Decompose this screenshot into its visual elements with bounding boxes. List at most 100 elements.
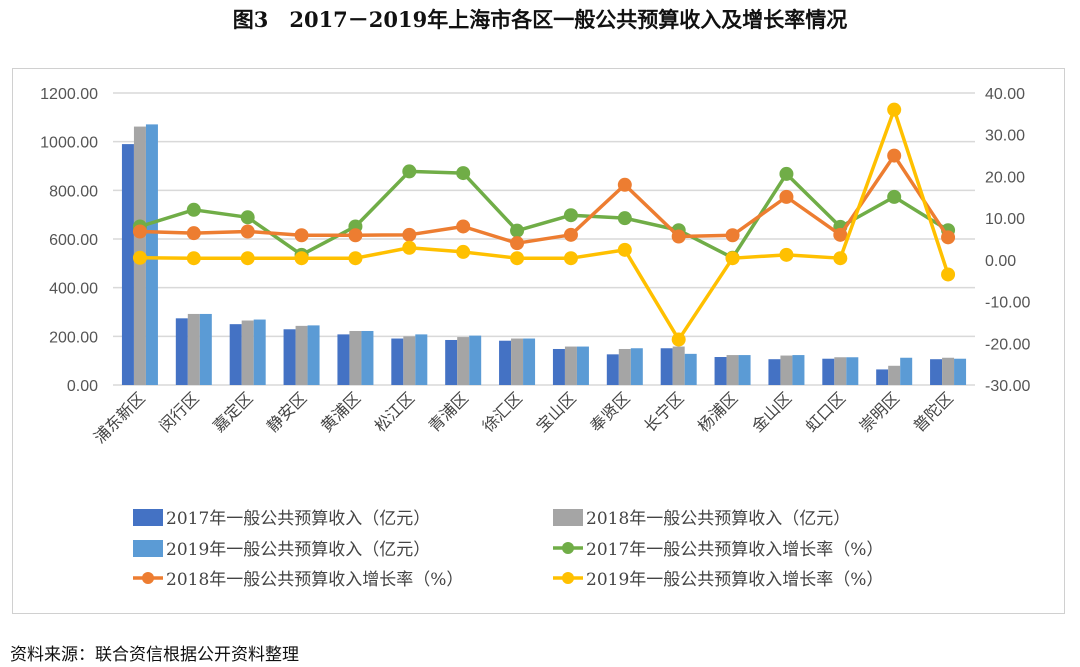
bar-2017 bbox=[229, 324, 242, 385]
point-2017 bbox=[510, 223, 525, 238]
legend-swatch bbox=[133, 509, 163, 526]
source-note: 资料来源：联合资信根据公开资料整理 bbox=[10, 645, 299, 665]
chart-frame bbox=[12, 68, 1065, 614]
left-axis-tick: 800.00 bbox=[49, 183, 98, 200]
bar-2019 bbox=[145, 124, 158, 385]
category-label: 杨浦区 bbox=[694, 388, 741, 435]
point-2019 bbox=[240, 251, 255, 266]
bar-2018 bbox=[349, 330, 362, 385]
line-2019 bbox=[139, 107, 950, 342]
point-2018 bbox=[563, 227, 578, 242]
legend-label: 2017年一般公共预算收入（亿元） bbox=[166, 509, 430, 529]
bar-2018 bbox=[403, 336, 416, 385]
point-2018 bbox=[887, 148, 902, 163]
point-2018 bbox=[132, 224, 147, 239]
point-2017 bbox=[456, 166, 471, 181]
point-2017 bbox=[240, 210, 255, 225]
category-label: 青浦区 bbox=[425, 388, 472, 435]
bar-2018 bbox=[564, 346, 577, 385]
bar-2019 bbox=[630, 348, 643, 385]
point-2018 bbox=[779, 189, 794, 204]
legend-label: 2018年一般公共预算收入（亿元） bbox=[586, 509, 850, 529]
right-axis-tick: -10.00 bbox=[985, 295, 1030, 312]
legend-label: 2019年一般公共预算收入（亿元） bbox=[166, 540, 430, 560]
line-2018 bbox=[139, 153, 950, 245]
chart-title: 图3 2017－2019年上海市各区一般公共预算收入及增长率情况 bbox=[232, 7, 848, 32]
bar-2019 bbox=[954, 358, 967, 385]
legend-label: 2018年一般公共预算收入增长率（%） bbox=[166, 570, 463, 590]
bar-2019 bbox=[307, 325, 320, 385]
point-2018 bbox=[833, 227, 848, 242]
point-2019 bbox=[456, 244, 471, 259]
point-2017 bbox=[186, 202, 201, 217]
point-2018 bbox=[725, 228, 740, 243]
bar-2017 bbox=[660, 348, 673, 385]
bar-2019 bbox=[361, 330, 374, 385]
point-2017 bbox=[402, 164, 417, 179]
point-2019 bbox=[132, 250, 147, 265]
legend-label: 2017年一般公共预算收入增长率（%） bbox=[586, 540, 883, 560]
category-label: 普陀区 bbox=[910, 388, 957, 435]
bar-2019 bbox=[900, 357, 913, 385]
bar-2017 bbox=[445, 339, 458, 385]
bar-2019 bbox=[199, 313, 212, 385]
point-2017 bbox=[617, 211, 632, 226]
category-label: 长宁区 bbox=[640, 388, 687, 435]
category-label: 徐汇区 bbox=[479, 388, 526, 435]
category-label: 松江区 bbox=[371, 388, 418, 435]
point-2018 bbox=[294, 228, 309, 243]
right-axis-tick: 0.00 bbox=[985, 253, 1016, 270]
bar-2017 bbox=[876, 369, 889, 385]
right-axis-tick: -30.00 bbox=[985, 378, 1030, 395]
point-2017 bbox=[563, 208, 578, 223]
bar-2018 bbox=[618, 348, 631, 385]
point-2019 bbox=[833, 251, 848, 266]
category-label: 嘉定区 bbox=[209, 388, 256, 435]
point-2019 bbox=[510, 251, 525, 266]
point-2019 bbox=[725, 251, 740, 266]
point-2018 bbox=[402, 227, 417, 242]
right-axis-tick: 20.00 bbox=[985, 169, 1025, 186]
bar-2017 bbox=[714, 357, 727, 385]
right-axis-tick: 30.00 bbox=[985, 128, 1025, 145]
point-2017 bbox=[887, 189, 902, 204]
legend-marker bbox=[142, 572, 154, 584]
bar-2019 bbox=[253, 319, 266, 385]
bar-2019 bbox=[469, 335, 482, 385]
category-label: 虹口区 bbox=[802, 388, 849, 435]
legend-marker bbox=[562, 572, 574, 584]
bar-2018 bbox=[888, 365, 901, 385]
left-axis-tick: 1000.00 bbox=[40, 135, 98, 152]
point-2018 bbox=[617, 177, 632, 192]
point-2019 bbox=[617, 242, 632, 257]
bar-2019 bbox=[792, 355, 805, 385]
bar-2018 bbox=[457, 337, 470, 385]
category-label: 闵行区 bbox=[155, 388, 202, 435]
bar-2018 bbox=[726, 355, 739, 385]
point-2019 bbox=[294, 251, 309, 266]
bar-2019 bbox=[415, 334, 428, 385]
category-label: 宝山区 bbox=[532, 388, 579, 435]
bar-2019 bbox=[523, 338, 536, 385]
bar-2019 bbox=[846, 357, 859, 385]
left-axis-tick: 400.00 bbox=[49, 281, 98, 298]
point-2019 bbox=[779, 247, 794, 262]
bar-2018 bbox=[780, 355, 793, 385]
point-2018 bbox=[510, 236, 525, 251]
category-label: 浦东新区 bbox=[90, 388, 149, 447]
right-axis-tick: 10.00 bbox=[985, 211, 1025, 228]
bar-2017 bbox=[606, 354, 619, 385]
left-axis-tick: 200.00 bbox=[49, 329, 98, 346]
point-2019 bbox=[887, 102, 902, 117]
legend-swatch bbox=[133, 540, 163, 557]
bar-2019 bbox=[576, 346, 589, 385]
bar-2017 bbox=[768, 359, 781, 385]
point-2019 bbox=[671, 332, 686, 347]
left-axis-tick: 600.00 bbox=[49, 232, 98, 249]
bar-2017 bbox=[499, 340, 512, 385]
bar-2017 bbox=[552, 348, 565, 385]
point-2018 bbox=[348, 228, 363, 243]
bar-2018 bbox=[295, 325, 308, 385]
point-2017 bbox=[779, 166, 794, 181]
